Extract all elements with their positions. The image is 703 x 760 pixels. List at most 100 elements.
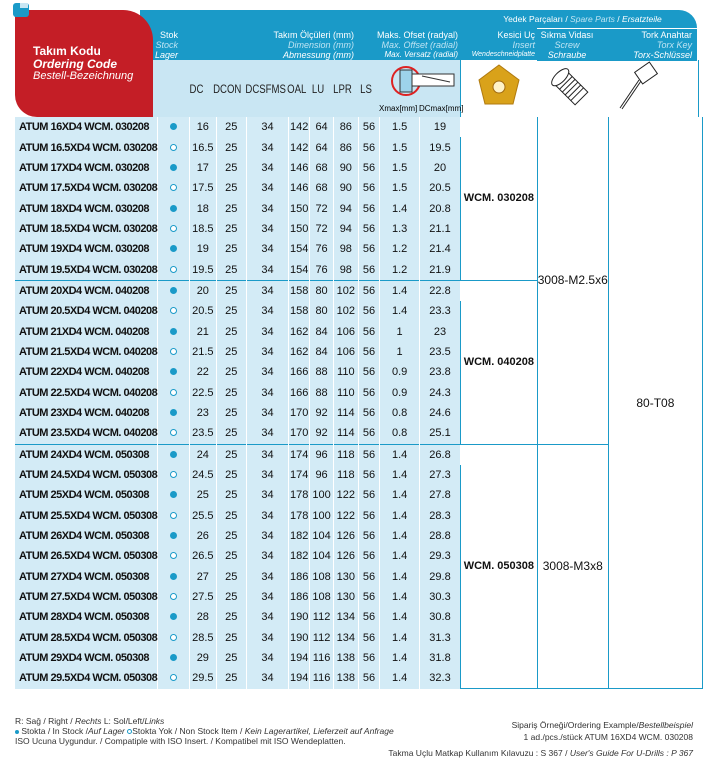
cell-xmax: 1.4 <box>379 566 420 587</box>
cell-lpr: 130 <box>333 586 359 608</box>
spare-parts-header: Yedek Parçaları / Spare Parts / Ersatzte… <box>503 14 662 24</box>
cell-code: ATUM 25.5XD4 WCM. 050308 <box>15 505 159 526</box>
cell-code: ATUM 22XD4 WCM. 040208 <box>15 362 159 383</box>
out-of-stock-dot-icon <box>170 184 178 192</box>
cell-dcsfms: 34 <box>246 137 290 158</box>
cell-dc: 21.5 <box>189 341 217 363</box>
col-oal: OAL <box>287 82 307 96</box>
table-row: ATUM 25.5XD4 WCM. 050308 25.5 25 34 178 100 12… <box>15 505 703 526</box>
cell-dcsfms: 34 <box>246 464 290 486</box>
cell-lpr: 122 <box>333 505 359 526</box>
cell-dc: 26.5 <box>189 546 217 567</box>
cell-dc: 20.5 <box>189 301 217 322</box>
cell-oal: 158 <box>288 301 311 322</box>
cell-xmax: 1.2 <box>379 239 420 260</box>
cell-xmax: 0.8 <box>379 423 420 444</box>
cell-dcmax: 21.4 <box>419 239 462 260</box>
cell-lu: 116 <box>309 647 334 669</box>
in-stock-dot-icon <box>170 572 178 580</box>
cell-ls: 56 <box>358 321 381 342</box>
cell-ls: 56 <box>358 607 381 628</box>
cell-xmax: 1 <box>379 341 420 363</box>
cell-dcon: 25 <box>216 586 247 608</box>
out-of-stock-dot-icon <box>170 307 178 315</box>
cell-ls: 56 <box>358 627 381 648</box>
cell-oal: 178 <box>288 505 311 526</box>
cell-ls: 56 <box>358 279 381 302</box>
cell-dcon: 25 <box>216 362 247 383</box>
spare-subheader-band <box>537 28 697 61</box>
cell-dc: 28 <box>189 607 217 628</box>
in-stock-dot-icon <box>15 730 19 734</box>
in-stock-dot-icon <box>170 491 178 499</box>
col-dcon: DCON <box>213 82 242 96</box>
cell-lu: 112 <box>309 627 334 648</box>
cell-xmax: 1.4 <box>379 198 420 219</box>
cell-dcon: 25 <box>216 627 247 648</box>
cell-code: ATUM 24XD4 WCM. 050308 <box>15 443 159 465</box>
cell-dcmax: 30.3 <box>419 586 462 608</box>
table-row: ATUM 29.5XD4 WCM. 050308 29.5 25 34 194 116 13… <box>15 668 703 689</box>
cell-lu: 92 <box>309 402 334 424</box>
cell-xmax: 1.3 <box>379 218 420 240</box>
cell-lpr: 86 <box>333 137 359 158</box>
cell-lu: 112 <box>309 607 334 628</box>
offset-diagram-icon <box>391 66 455 96</box>
cell-oal: 182 <box>288 546 311 567</box>
cell-dcmax: 30.8 <box>419 607 462 628</box>
cell-xmax: 1.4 <box>379 301 420 322</box>
cell-dc: 17.5 <box>189 178 217 199</box>
cell-stock <box>157 546 190 567</box>
table-row: ATUM 17.5XD4 WCM. 030208 17.5 25 34 146 68 90 5… <box>15 178 703 199</box>
code-header-de: Bestell-Bezeichnung <box>33 70 134 82</box>
cell-dcmax: 24.3 <box>419 382 462 403</box>
cell-dcmax: 23 <box>419 321 462 342</box>
cell-dc: 19.5 <box>189 259 217 281</box>
col-lu: LU <box>311 82 325 96</box>
cell-dcsfms: 34 <box>246 321 290 342</box>
cell-dc: 16 <box>189 117 217 138</box>
stock-header: Stok Stock Lager <box>154 30 178 60</box>
cell-dcsfms: 34 <box>246 586 290 608</box>
cell-code: ATUM 16.5XD4 WCM. 030208 <box>15 137 159 158</box>
cell-oal: 186 <box>288 586 311 608</box>
cell-dcon: 25 <box>216 647 247 669</box>
cell-code: ATUM 19XD4 WCM. 030208 <box>15 239 159 260</box>
cell-oal: 166 <box>288 382 311 403</box>
cell-stock <box>157 279 190 302</box>
cell-dcmax: 19.5 <box>419 137 462 158</box>
cell-dcsfms: 34 <box>246 668 290 689</box>
cell-ls: 56 <box>358 668 381 689</box>
cell-dcmax: 20 <box>419 157 462 179</box>
cell-dcon: 25 <box>216 239 247 260</box>
table-row: ATUM 20XD4 WCM. 040208 20 25 34 158 80 102 56 1.… <box>15 279 703 445</box>
cell-xmax: 1.4 <box>379 546 420 567</box>
out-of-stock-dot-icon <box>170 471 178 479</box>
cell-dcmax: 31.3 <box>419 627 462 648</box>
table-row: ATUM 26.5XD4 WCM. 050308 26.5 25 34 182 104 12… <box>15 546 703 567</box>
cell-oal: 194 <box>288 668 311 689</box>
cell-dc: 17 <box>189 157 217 179</box>
cell-code: ATUM 25XD4 WCM. 050308 <box>15 485 159 506</box>
cell-lu: 92 <box>309 423 334 444</box>
cell-ls: 56 <box>358 301 381 322</box>
cell-stock <box>157 218 190 240</box>
cell-xmax: 1.4 <box>379 485 420 506</box>
cell-xmax: 1.5 <box>379 137 420 158</box>
cell-stock <box>157 341 190 363</box>
cell-dcmax: 27.8 <box>419 485 462 506</box>
cell-lpr: 118 <box>333 443 359 465</box>
in-stock-dot-icon <box>170 123 178 131</box>
cell-code: ATUM 28.5XD4 WCM. 050308 <box>15 627 159 648</box>
cell-ls: 56 <box>358 117 381 138</box>
in-stock-dot-icon <box>170 245 178 253</box>
cell-ls: 56 <box>358 525 381 547</box>
table-row: ATUM 21XD4 WCM. 040208 21 25 34 162 84 106 56 1 2… <box>15 321 703 342</box>
cell-dcon: 25 <box>216 178 247 199</box>
table-row: ATUM 22XD4 WCM. 040208 22 25 34 166 88 110 56 0.… <box>15 362 703 383</box>
cell-code: ATUM 27.5XD4 WCM. 050308 <box>15 586 159 608</box>
cell-code: ATUM 26XD4 WCM. 050308 <box>15 525 159 547</box>
cell-oal: 158 <box>288 279 311 302</box>
cell-xmax: 1.4 <box>379 279 420 302</box>
table-row: ATUM 24XD4 WCM. 050308 24 25 34 174 96 118 56 1.… <box>15 443 703 690</box>
